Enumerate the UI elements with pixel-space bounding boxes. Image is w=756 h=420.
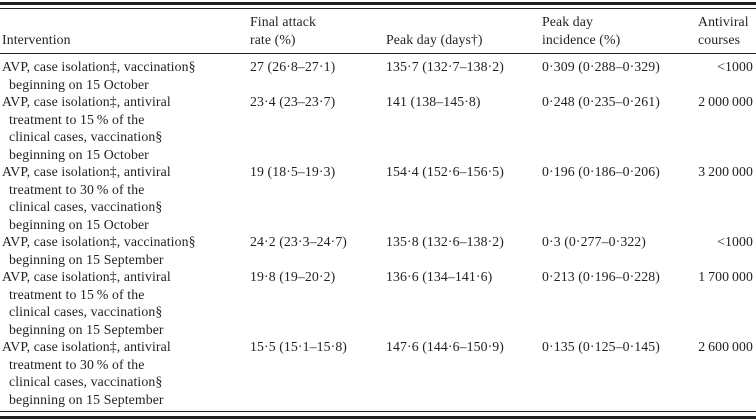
antiviral-courses-cell: 2 000 000 xyxy=(698,94,753,109)
antiviral-courses-cell: 1 700 000 xyxy=(698,269,753,284)
final-attack-rate-cell: 19 (18·5–19·3) xyxy=(250,164,336,179)
final-attack-rate-cell: 15·5 (15·1–15·8) xyxy=(250,339,348,354)
peak-day-incidence-cell: 0·196 (0·186–0·206) xyxy=(542,164,661,179)
header-row: Intervention Final attack rate (%) Peak … xyxy=(0,8,756,54)
peak-day-cell: 135·7 (132·7–138·2) xyxy=(386,59,505,74)
peak-day-incidence-cell: 0·309 (0·288–0·329) xyxy=(542,59,661,74)
peak-day-incidence-cell: 0·3 (0·277–0·322) xyxy=(542,234,647,249)
intervention-cell: AVP, case isolation‡, antiviral treatmen… xyxy=(2,164,171,232)
header-final-attack-rate: Final attack rate (%) xyxy=(250,8,386,54)
peak-day-cell: 147·6 (144·6–150·9) xyxy=(386,339,505,354)
peak-day-incidence-cell: 0·135 (0·125–0·145) xyxy=(542,339,661,354)
table-row: AVP, case isolation‡, antiviral treatmen… xyxy=(0,268,756,338)
antiviral-courses-cell: 2 600 000 xyxy=(698,339,753,354)
intervention-cell: AVP, case isolation‡, vaccination§ begin… xyxy=(2,59,196,92)
peak-day-cell: 141 (138–145·8) xyxy=(386,94,481,109)
antiviral-courses-cell: 3 200 000 xyxy=(698,164,753,179)
peak-day-cell: 136·6 (134–141·6) xyxy=(386,269,493,284)
intervention-cell: AVP, case isolation‡, antiviral treatmen… xyxy=(2,339,171,407)
table-body: AVP, case isolation‡, vaccination§ begin… xyxy=(0,54,756,412)
intervention-cell: AVP, case isolation‡, vaccination§ begin… xyxy=(2,234,196,267)
peak-day-cell: 135·8 (132·6–138·2) xyxy=(386,234,505,249)
header-intervention: Intervention xyxy=(0,8,250,54)
final-attack-rate-cell: 23·4 (23–23·7) xyxy=(250,94,336,109)
table-row: AVP, case isolation‡, antiviral treatmen… xyxy=(0,163,756,233)
peak-day-incidence-cell: 0·248 (0·235–0·261) xyxy=(542,94,661,109)
table-row: AVP, case isolation‡, vaccination§ begin… xyxy=(0,233,756,268)
final-attack-rate-cell: 27 (26·8–27·1) xyxy=(250,59,336,74)
final-attack-rate-cell: 19·8 (19–20·2) xyxy=(250,269,336,284)
header-peak-day: Peak day (days†) xyxy=(386,8,542,54)
antiviral-courses-cell: <1000 xyxy=(717,234,753,249)
table-row: AVP, case isolation‡, antiviral treatmen… xyxy=(0,93,756,163)
antiviral-courses-cell: <1000 xyxy=(717,59,753,74)
peak-day-cell: 154·4 (152·6–156·5) xyxy=(386,164,505,179)
final-attack-rate-cell: 24·2 (23·3–24·7) xyxy=(250,234,348,249)
header-peak-day-incidence: Peak day incidence (%) xyxy=(542,8,698,54)
table-header: Intervention Final attack rate (%) Peak … xyxy=(0,8,756,54)
intervention-cell: AVP, case isolation‡, antiviral treatmen… xyxy=(2,269,171,337)
peak-day-incidence-cell: 0·213 (0·196–0·228) xyxy=(542,269,661,284)
intervention-results-table: Intervention Final attack rate (%) Peak … xyxy=(0,8,756,412)
table-row: AVP, case isolation‡, antiviral treatmen… xyxy=(0,338,756,412)
table-row: AVP, case isolation‡, vaccination§ begin… xyxy=(0,54,756,94)
intervention-cell: AVP, case isolation‡, antiviral treatmen… xyxy=(2,94,171,162)
header-antiviral-courses: Antiviral courses xyxy=(698,8,756,54)
